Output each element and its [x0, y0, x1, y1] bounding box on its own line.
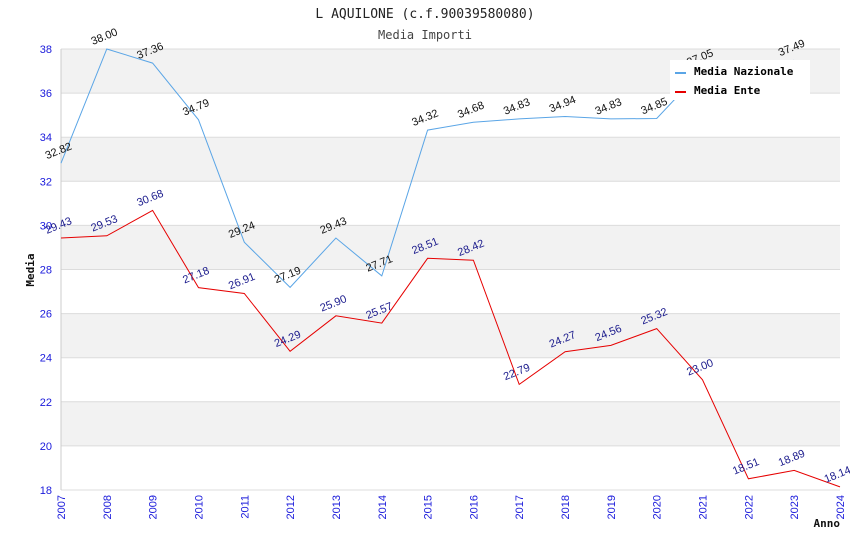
- x-tick-label: 2012: [285, 495, 297, 519]
- band: [61, 445, 840, 490]
- x-tick-label: 2010: [193, 495, 205, 519]
- y-axis-label: Media: [24, 253, 37, 286]
- y-axis-ticks: 18 20 22 24 26 28 30 32 34 36 38: [40, 44, 52, 497]
- series-lines: [60, 48, 841, 488]
- y-tick-label: 20: [40, 441, 52, 453]
- y-tick-label: 34: [40, 132, 52, 144]
- band: [61, 401, 840, 446]
- band: [61, 93, 840, 138]
- series-line-media-ente: [60, 209, 841, 488]
- legend: Media Nazionale Media Ente: [670, 60, 810, 100]
- y-tick-label: 28: [40, 265, 52, 277]
- y-tick-label: 36: [40, 88, 52, 100]
- legend-label-media-ente: Media Ente: [694, 84, 761, 97]
- x-tick-label: 2018: [560, 495, 572, 519]
- chart-title: L AQUILONE (c.f.90039580080): [315, 7, 534, 22]
- band: [61, 313, 840, 358]
- y-tick-label: 22: [40, 397, 52, 409]
- x-tick-label: 2008: [102, 495, 114, 519]
- x-tick-label: 2014: [377, 495, 389, 519]
- x-tick-label: 2020: [652, 495, 664, 519]
- gridlines: [60, 48, 840, 491]
- x-tick-label: 2009: [148, 495, 160, 519]
- band: [61, 357, 840, 402]
- x-tick-label: 2022: [743, 495, 755, 519]
- y-tick-label: 24: [40, 353, 52, 365]
- y-tick-label: 18: [40, 485, 52, 497]
- plot-background-bands: [61, 49, 840, 490]
- y-tick-label: 30: [40, 220, 52, 232]
- y-tick-label: 38: [40, 44, 52, 56]
- series-line-media-nazionale: [60, 48, 795, 289]
- x-tick-label: 2017: [514, 495, 526, 519]
- y-tick-label: 32: [40, 176, 52, 188]
- x-tick-label: 2019: [606, 495, 618, 519]
- legend-label-media-nazionale: Media Nazionale: [694, 65, 794, 78]
- x-tick-label: 2007: [56, 495, 68, 519]
- x-tick-label: 2024: [835, 495, 847, 519]
- x-axis-ticks: 2007 2008 2009 2010 2011 2012 2013 2014 2015 2016…: [56, 495, 847, 519]
- band: [61, 137, 840, 182]
- band: [61, 225, 840, 270]
- x-tick-label: 2016: [468, 495, 480, 519]
- chart-subtitle: Media Importi: [378, 28, 472, 42]
- x-tick-label: 2021: [698, 495, 710, 519]
- legend-box: [670, 60, 810, 100]
- band: [61, 181, 840, 226]
- x-axis-label: Anno: [814, 517, 841, 530]
- data-label: 38.00: [89, 26, 119, 47]
- y-tick-label: 26: [40, 309, 52, 321]
- band: [61, 269, 840, 314]
- x-tick-label: 2015: [423, 495, 435, 519]
- x-tick-label: 2023: [789, 495, 801, 519]
- x-tick-label: 2011: [239, 495, 251, 519]
- x-tick-label: 2013: [331, 495, 343, 519]
